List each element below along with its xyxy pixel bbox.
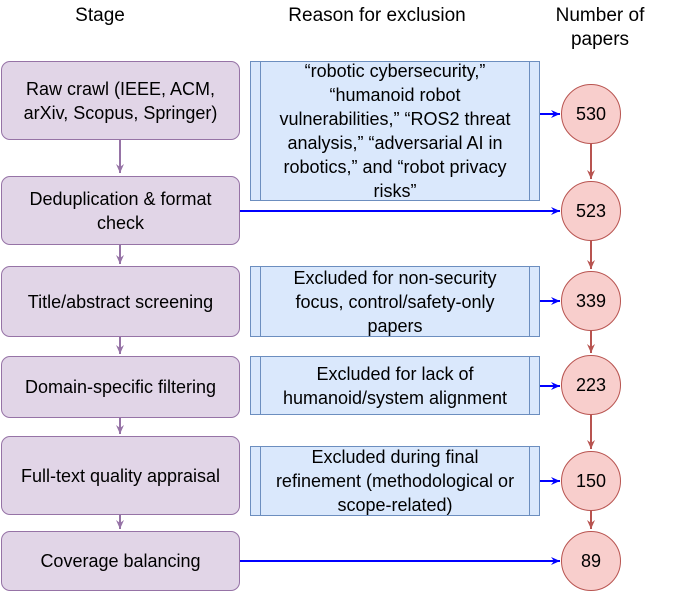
header-count: Number of papers [555, 5, 645, 50]
count-full-text: 150 [561, 451, 621, 511]
count-deduplication: 523 [561, 181, 621, 241]
header-stage: Stage [75, 5, 125, 26]
count-domain-filtering: 223 [561, 355, 621, 415]
stage-deduplication: Deduplication & format check [1, 176, 240, 245]
reason-search-terms: “robotic cybersecurity,” “humanoid robot… [250, 61, 540, 201]
stage-title-abstract-screening: Title/abstract screening [1, 266, 240, 337]
reason-domain: Excluded for lack of humanoid/system ali… [250, 356, 540, 415]
stage-coverage-balancing: Coverage balancing [1, 531, 240, 591]
stage-raw-crawl: Raw crawl (IEEE, ACM, arXiv, Scopus, Spr… [1, 61, 240, 140]
count-link-arrows [240, 110, 560, 565]
reason-final-refinement: Excluded during final refinement (method… [250, 446, 540, 516]
stage-full-text-appraisal: Full-text quality appraisal [1, 436, 240, 515]
reason-screening: Excluded for non-security focus, control… [250, 266, 540, 337]
stage-domain-filtering: Domain-specific filtering [1, 356, 240, 418]
header-reason: Reason for exclusion [288, 5, 466, 26]
count-raw-crawl: 530 [561, 84, 621, 144]
count-coverage: 89 [561, 531, 621, 591]
count-screening: 339 [561, 271, 621, 331]
